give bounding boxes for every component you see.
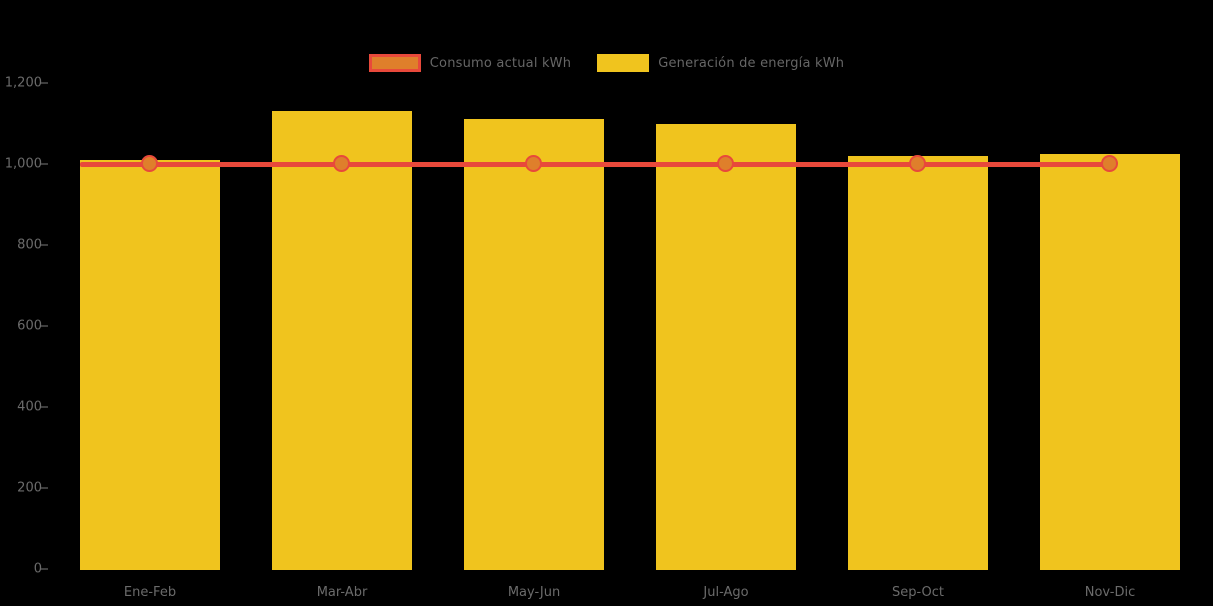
- y-axis-tick: [40, 82, 48, 84]
- consumption-marker-nov-dic[interactable]: [1101, 155, 1118, 172]
- y-axis-label: 1,000: [4, 156, 42, 172]
- consumption-marker-may-jun[interactable]: [525, 155, 542, 172]
- y-axis-tick: [40, 487, 48, 489]
- chart-legend: Consumo actual kWh Generación de energía …: [0, 48, 1213, 78]
- y-axis-label: 400: [17, 399, 42, 415]
- y-axis-tick: [40, 163, 48, 165]
- consumption-line: [80, 161, 1110, 167]
- consumption-marker-jul-ago[interactable]: [717, 155, 734, 172]
- consumption-marker-ene-feb[interactable]: [141, 155, 158, 172]
- consumo-legend-swatch: [368, 54, 421, 72]
- x-axis-label: Jul-Ago: [703, 585, 749, 600]
- y-axis-tick: [40, 406, 48, 408]
- legend-label: Consumo actual kWh: [429, 55, 572, 71]
- y-axis-label: 200: [17, 480, 42, 496]
- x-axis-label: May-Jun: [507, 585, 561, 600]
- y-axis-tick: [40, 244, 48, 246]
- bar-mar-abr[interactable]: [272, 111, 412, 570]
- bar-nov-dic[interactable]: [1040, 153, 1180, 570]
- legend-item-generacion[interactable]: Generación de energía kWh: [597, 54, 844, 72]
- bar-sep-oct[interactable]: [848, 155, 988, 570]
- y-axis-label: 800: [17, 237, 42, 253]
- bar-may-jun[interactable]: [464, 119, 604, 570]
- x-axis-label: Nov-Dic: [1084, 585, 1136, 600]
- bar-ene-feb[interactable]: [80, 159, 220, 570]
- bar-jul-ago[interactable]: [656, 123, 796, 570]
- x-axis-label: Mar-Abr: [316, 585, 368, 600]
- x-axis-label: Ene-Feb: [123, 585, 177, 600]
- legend-item-consumo[interactable]: Consumo actual kWh: [368, 54, 572, 72]
- x-axis-label: Sep-Oct: [891, 585, 945, 600]
- y-axis-label: 600: [17, 318, 42, 334]
- y-axis-tick: [40, 568, 48, 570]
- consumption-marker-mar-abr[interactable]: [333, 155, 350, 172]
- legend-label: Generación de energía kWh: [658, 55, 845, 71]
- y-axis-label: 0: [33, 561, 42, 577]
- generacion-legend-swatch: [597, 54, 650, 72]
- y-axis-tick: [40, 325, 48, 327]
- consumption-marker-sep-oct[interactable]: [909, 155, 926, 172]
- y-axis-label: 1,200: [4, 75, 42, 91]
